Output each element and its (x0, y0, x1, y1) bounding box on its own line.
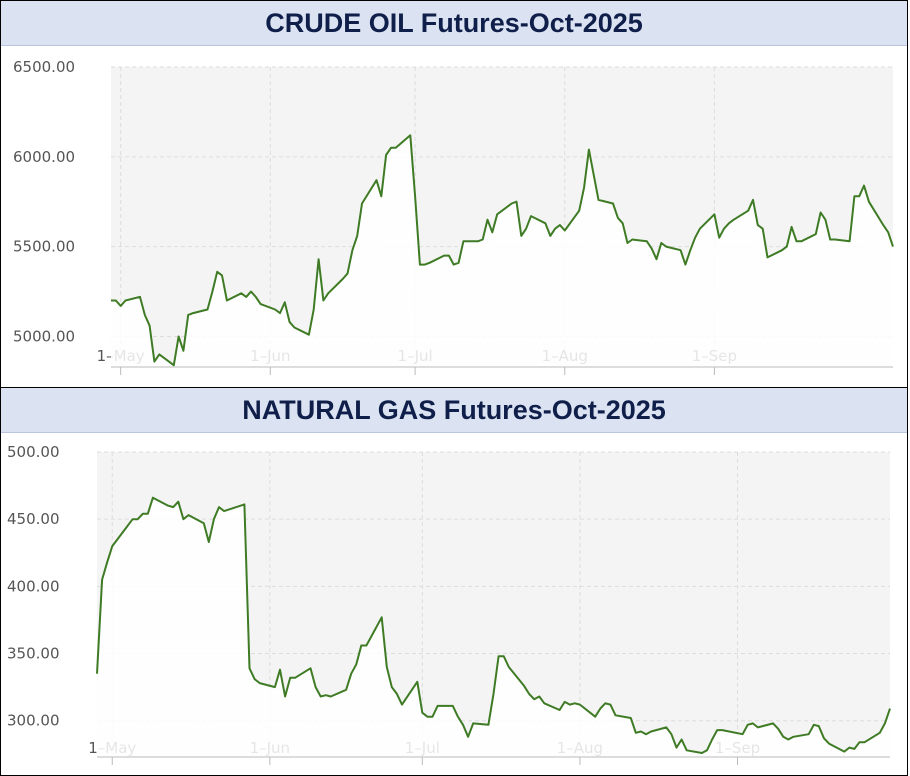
series-line (96, 496, 891, 754)
chart-title: NATURAL GAS Futures-Oct-2025 (1, 388, 907, 433)
series-line (111, 134, 894, 367)
y-tick-label: 500.00 (7, 443, 60, 461)
natural-gas-chart-panel: NATURAL GAS Futures-Oct-2025 300.00 350.0… (0, 387, 908, 776)
chart-title: CRUDE OIL Futures-Oct-2025 (1, 1, 907, 46)
y-tick-label: 5500.00 (13, 238, 75, 256)
series-area-fill (97, 497, 890, 757)
y-tick-label: 300.00 (7, 712, 60, 730)
y-tick-label: 450.00 (7, 510, 60, 528)
y-tick-label: 6500.00 (13, 58, 75, 76)
crude-oil-line-chart: 5000.005500.006000.006500.001–May1–Jun1–… (13, 58, 894, 375)
y-tick-label: 5000.00 (13, 327, 75, 345)
natural-gas-line-chart: 300.00350.00400.00450.00500.001–May1–Jun… (7, 443, 891, 765)
y-tick-label: 6000.00 (13, 148, 75, 166)
y-tick-label: 400.00 (7, 577, 60, 595)
series-area-fill (111, 135, 893, 367)
crude-oil-chart-panel: CRUDE OIL Futures-Oct-2025 5000.00 5500.0… (0, 0, 908, 388)
y-tick-label: 350.00 (7, 645, 60, 663)
